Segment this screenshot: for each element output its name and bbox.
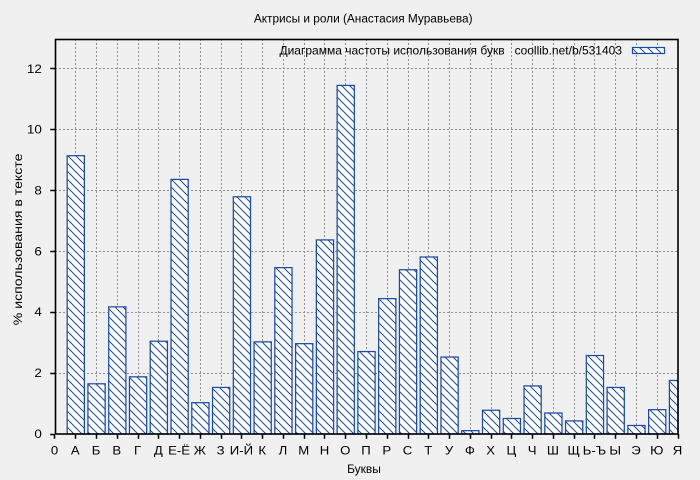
svg-text:И-Й: И-Й <box>230 443 253 457</box>
svg-text:У: У <box>445 444 454 457</box>
svg-text:Т: Т <box>424 444 432 457</box>
svg-text:Ц: Ц <box>506 444 516 457</box>
svg-text:8: 8 <box>34 183 41 197</box>
svg-text:6: 6 <box>34 244 41 258</box>
svg-text:Ь-Ъ: Ь-Ъ <box>583 444 606 457</box>
svg-text:О: О <box>340 444 350 457</box>
svg-text:Д: Д <box>154 444 163 457</box>
svg-text:Е-Ё: Е-Ё <box>168 444 190 457</box>
svg-text:Актрисы и роли (Анастасия Мура: Актрисы и роли (Анастасия Муравьева) <box>254 12 473 26</box>
svg-text:Ш: Ш <box>547 444 559 457</box>
svg-text:Б: Б <box>92 444 101 457</box>
svg-text:К: К <box>258 444 266 457</box>
svg-text:0: 0 <box>51 444 58 457</box>
svg-text:В: В <box>112 444 121 457</box>
svg-text:2: 2 <box>34 366 41 380</box>
svg-text:Диаграмма частоты использовани: Диаграмма частоты использования букв coo… <box>279 44 622 58</box>
svg-text:А: А <box>71 444 80 457</box>
svg-text:Г: Г <box>134 444 141 457</box>
svg-text:П: П <box>361 444 370 457</box>
svg-text:Л: Л <box>279 444 288 457</box>
svg-text:Ж: Ж <box>194 444 206 457</box>
svg-text:Ч: Ч <box>528 444 537 457</box>
svg-text:Буквы: Буквы <box>347 462 381 476</box>
svg-text:Ф: Ф <box>465 444 475 457</box>
svg-text:% использования в тексте: % использования в тексте <box>11 154 25 326</box>
svg-text:Ю: Ю <box>650 444 663 457</box>
svg-text:Х: Х <box>486 444 495 457</box>
svg-text:10: 10 <box>27 122 42 136</box>
svg-text:Щ: Щ <box>567 444 579 457</box>
svg-text:0: 0 <box>34 427 41 441</box>
svg-text:Р: Р <box>382 444 391 457</box>
svg-text:Э: Э <box>631 444 640 457</box>
svg-text:Н: Н <box>320 444 330 457</box>
svg-text:М: М <box>298 444 309 457</box>
svg-text:Ы: Ы <box>609 444 621 457</box>
svg-text:12: 12 <box>27 62 42 76</box>
svg-text:4: 4 <box>34 305 41 319</box>
svg-text:З: З <box>217 444 225 457</box>
svg-text:Я: Я <box>673 444 683 457</box>
svg-text:С: С <box>403 444 413 457</box>
